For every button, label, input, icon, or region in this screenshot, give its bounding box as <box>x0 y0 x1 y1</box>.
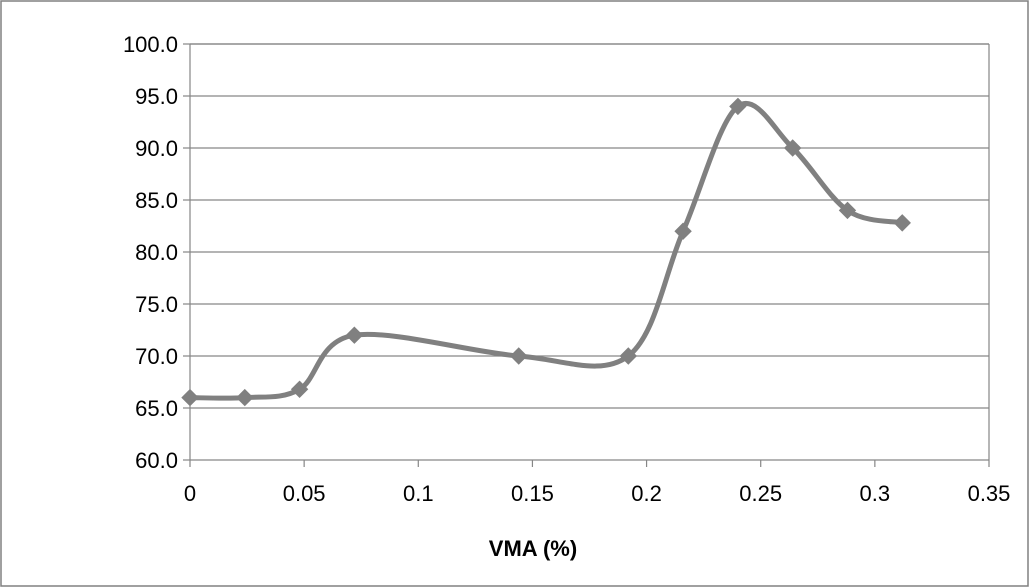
x-tick-label: 0.1 <box>403 481 434 506</box>
x-tick-label: 0 <box>184 481 196 506</box>
x-tick-label: 0.2 <box>631 481 662 506</box>
y-tick-label: 95.0 <box>135 84 178 109</box>
y-tick-label: 90.0 <box>135 136 178 161</box>
y-tick-label: 85.0 <box>135 188 178 213</box>
data-point-marker <box>619 347 638 365</box>
data-point-marker <box>181 388 199 407</box>
data-point-marker <box>893 214 911 232</box>
data-point-marker <box>729 97 747 116</box>
series-layer <box>181 97 911 407</box>
y-tick-label: 100.0 <box>123 32 178 57</box>
x-tick-labels: 0 0.05 0.1 0.15 0.2 0.25 0.3 0.35 <box>184 481 1011 506</box>
y-tick-label: 60.0 <box>135 448 178 473</box>
x-tick-label: 0.3 <box>860 481 891 506</box>
data-point-marker <box>290 380 309 398</box>
data-point-marker <box>838 201 857 220</box>
x-axis-title: VMA (%) <box>489 536 577 561</box>
x-tick-label: 0.35 <box>968 481 1011 506</box>
data-point-marker <box>236 388 254 407</box>
y-tick-label: 65.0 <box>135 396 178 421</box>
x-tick-label: 0.05 <box>283 481 326 506</box>
y-tick-label: 75.0 <box>135 292 178 317</box>
x-tick-label: 0.25 <box>739 481 782 506</box>
data-point-marker <box>674 222 692 240</box>
data-point-marker <box>510 347 528 365</box>
x-tick-label: 0.15 <box>511 481 554 506</box>
y-tick-labels: 60.0 65.0 70.0 75.0 80.0 85.0 90.0 95.0 100.0 <box>123 32 178 473</box>
data-point-marker <box>783 139 802 157</box>
y-tick-label: 80.0 <box>135 240 178 265</box>
y-tick-label: 70.0 <box>135 344 178 369</box>
data-point-marker <box>345 326 364 344</box>
